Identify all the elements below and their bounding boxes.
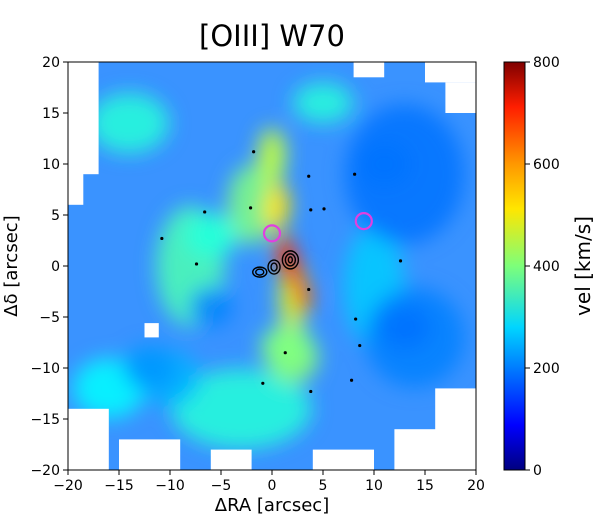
chart-title: [OIII] W70	[199, 19, 345, 53]
missing-data-patch	[425, 62, 476, 83]
contour-dot	[322, 207, 326, 211]
contour-dot	[353, 172, 357, 176]
x-axis-ticks: −20 −15 −10 −5 0 5 10 15 20	[53, 470, 485, 494]
velocity-field-region	[293, 82, 353, 123]
y-tick-label: 20	[42, 55, 60, 71]
velocity-feature-core	[293, 280, 312, 313]
aperture-marker	[354, 212, 373, 231]
flux-contour	[270, 262, 278, 272]
missing-data-patch	[394, 429, 476, 470]
contour-dot	[307, 287, 311, 292]
contour-dot	[309, 389, 313, 394]
aperture-marker	[262, 224, 282, 243]
colorbar-tick-label: 600	[533, 157, 560, 173]
velocity-feature-lobe	[184, 213, 237, 258]
velocity-feature-low	[358, 142, 411, 186]
x-tick-label: −10	[155, 478, 185, 494]
x-tick-label: −15	[104, 478, 134, 494]
velocity-field-region	[171, 368, 312, 449]
colorbar-tick-label: 400	[533, 259, 560, 275]
flux-contour	[281, 250, 300, 270]
colorbar-ticks: 0 200 400 600 800	[525, 55, 560, 479]
velocity-field-region	[188, 286, 233, 327]
x-tick-label: −5	[211, 478, 232, 494]
y-tick-label: −20	[30, 463, 60, 479]
colorbar-tick-label: 0	[533, 463, 542, 479]
contour-dot	[307, 174, 311, 178]
y-tick-label: 0	[51, 259, 60, 275]
missing-data-patch	[353, 62, 385, 78]
contour-dot	[398, 259, 403, 263]
y-tick-label: 15	[42, 106, 60, 122]
flux-contour	[267, 259, 281, 275]
contour-dot	[349, 378, 354, 382]
contour-dot	[354, 317, 358, 321]
missing-data-patches	[68, 62, 476, 470]
contour-dot	[248, 206, 253, 210]
aperture-markers	[262, 212, 373, 243]
missing-data-patch	[119, 439, 181, 470]
colorbar-tick-label: 200	[533, 361, 560, 377]
contour-dot	[358, 343, 362, 348]
velocity-feature-low	[123, 346, 176, 390]
velocity-field-region	[89, 93, 170, 154]
flux-contour	[287, 256, 294, 264]
y-axis-label: Δδ [arcsec]	[1, 215, 22, 316]
x-tick-label: 0	[268, 478, 277, 494]
missing-data-patch	[68, 62, 99, 175]
missing-data-patch	[312, 449, 374, 470]
plot-area	[68, 62, 476, 470]
velocity-feature-lobe	[261, 325, 314, 370]
x-tick-label: 15	[416, 478, 434, 494]
flux-contour	[284, 253, 297, 267]
x-tick-label: 5	[319, 478, 328, 494]
y-tick-label: 5	[51, 208, 60, 224]
y-tick-label: 10	[42, 157, 60, 173]
missing-data-patch	[210, 449, 252, 470]
x-tick-label: 20	[467, 478, 485, 494]
velocity-feature-ridge	[261, 142, 283, 186]
contour-dot	[203, 210, 207, 214]
contour-dot	[252, 150, 256, 154]
contour-dot	[160, 236, 164, 241]
colorbar-tick-label: 800	[533, 55, 560, 71]
colorbar-label: vel [km/s]	[571, 216, 595, 316]
velocity-feature-ridge	[264, 187, 287, 232]
flux-contour	[255, 268, 265, 276]
contour-dot	[283, 351, 287, 355]
x-axis-label: ΔRA [arcsec]	[215, 495, 329, 516]
missing-data-patch	[68, 408, 109, 470]
velocity-feature-core	[283, 255, 302, 288]
x-tick-label: −20	[53, 478, 83, 494]
flux-contours	[160, 150, 403, 394]
y-tick-label: −10	[30, 361, 60, 377]
y-axis-ticks: −20 −15 −10 −5 0 5 10 15 20	[30, 55, 68, 479]
y-tick-label: −5	[39, 310, 60, 326]
missing-data-patch	[445, 82, 476, 113]
contour-dot	[309, 208, 313, 212]
colorbar	[503, 61, 526, 471]
missing-data-patch	[144, 323, 159, 338]
missing-data-patch	[68, 164, 84, 205]
contour-dot	[261, 381, 265, 385]
velocity-field-region	[227, 164, 276, 245]
velocity-feature-low	[378, 305, 431, 350]
y-tick-label: −15	[30, 412, 60, 428]
velocity-field	[72, 82, 465, 449]
x-tick-label: 10	[365, 478, 383, 494]
flux-contour	[252, 266, 268, 278]
contour-dot	[194, 262, 199, 266]
